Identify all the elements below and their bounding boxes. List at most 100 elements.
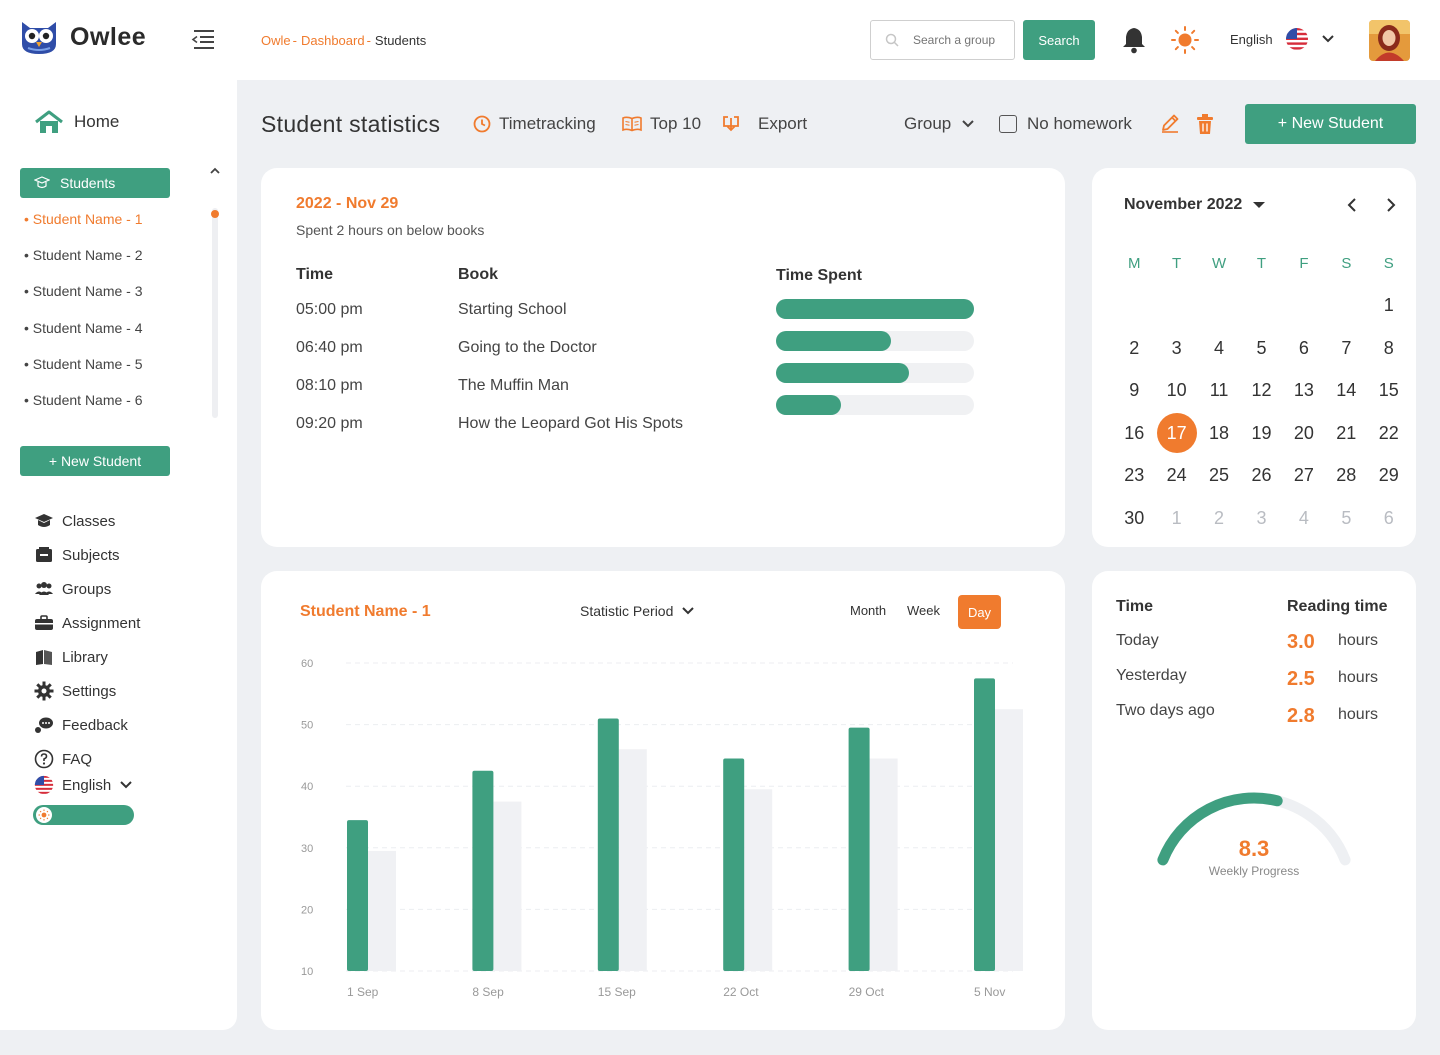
breadcrumb-item[interactable]: Owle xyxy=(261,33,291,48)
chevron-left-icon[interactable] xyxy=(1346,197,1358,218)
calendar-day[interactable]: 3 xyxy=(1256,507,1267,528)
log-date: 2022 - Nov 29 xyxy=(296,195,399,212)
student-list-item[interactable]: Student Name - 2 xyxy=(24,246,143,282)
chevron-down-icon xyxy=(962,120,974,128)
calendar-day[interactable]: 26 xyxy=(1251,465,1272,486)
calendar-day[interactable]: 5 xyxy=(1256,337,1267,358)
timetracking-link[interactable]: Timetracking xyxy=(473,114,596,134)
calendar-day[interactable]: 6 xyxy=(1298,337,1309,358)
scrollbar[interactable] xyxy=(212,208,218,418)
top10-link[interactable]: Top 10 xyxy=(622,114,701,134)
calendar-day[interactable]: 2 xyxy=(1129,337,1140,358)
sidebar-item-settings[interactable]: Settings xyxy=(34,674,140,708)
sidebar-item-students[interactable]: Students xyxy=(20,168,170,198)
export-link[interactable]: Export xyxy=(722,114,807,134)
calendar-day-selected[interactable]: 17 xyxy=(1155,413,1197,454)
sidebar-item-library[interactable]: Library xyxy=(34,640,140,674)
calendar-day[interactable]: 5 xyxy=(1341,507,1352,528)
delete-icon[interactable] xyxy=(1195,113,1215,140)
calendar-day[interactable]: 20 xyxy=(1293,422,1314,443)
sun-icon[interactable] xyxy=(1170,25,1200,60)
calendar-month-dropdown[interactable]: November 2022 xyxy=(1124,196,1266,214)
student-list-item[interactable]: Student Name - 4 xyxy=(24,319,143,355)
calendar-day[interactable]: 13 xyxy=(1293,380,1314,401)
calendar-day[interactable]: 27 xyxy=(1293,465,1314,486)
sidebar-item-label: Assignment xyxy=(62,614,141,632)
top10-label: Top 10 xyxy=(650,114,702,133)
calendar-day[interactable]: 21 xyxy=(1336,422,1357,443)
sidebar-item-classes[interactable]: Classes xyxy=(34,504,140,538)
calendar-day[interactable]: 7 xyxy=(1341,337,1352,358)
calendar-day[interactable]: 4 xyxy=(1214,337,1225,358)
groups-icon xyxy=(34,579,54,599)
student-list-item[interactable]: Student Name - 1 xyxy=(24,210,143,246)
calendar-day[interactable]: 1 xyxy=(1383,295,1394,316)
y-tick-label: 50 xyxy=(301,720,313,732)
sidebar-item-faq[interactable]: FAQ xyxy=(34,742,140,776)
calendar-day[interactable]: 2 xyxy=(1214,507,1225,528)
calendar-day[interactable]: 22 xyxy=(1378,422,1399,443)
period-day-button[interactable]: Day xyxy=(958,595,1001,629)
column-header-time: Time xyxy=(296,266,334,283)
search-button[interactable]: Search xyxy=(1023,20,1095,60)
menu-collapse-icon[interactable] xyxy=(190,28,216,50)
calendar-day[interactable]: 3 xyxy=(1171,337,1182,358)
breadcrumb-item[interactable]: Dashboard xyxy=(300,33,365,48)
sidebar-item-groups[interactable]: Groups xyxy=(34,572,140,606)
calendar-day[interactable]: 29 xyxy=(1378,465,1399,486)
checkbox-box[interactable] xyxy=(999,115,1017,133)
calendar-day[interactable]: 25 xyxy=(1209,465,1230,486)
sidebar-item-assignment[interactable]: Assignment xyxy=(34,606,140,640)
sidebar-item-subjects[interactable]: Subjects xyxy=(34,538,140,572)
calendar-day[interactable]: 28 xyxy=(1336,465,1357,486)
sun-icon xyxy=(36,807,52,823)
scrollbar-thumb[interactable] xyxy=(211,210,219,218)
calendar-day[interactable]: 24 xyxy=(1166,465,1187,486)
calendar-day[interactable]: 9 xyxy=(1129,380,1140,401)
chevron-up-icon[interactable] xyxy=(208,164,222,183)
chevron-down-icon xyxy=(682,607,695,615)
reading-row-label: Today xyxy=(1116,632,1159,649)
calendar-day[interactable]: 12 xyxy=(1251,380,1272,401)
calendar-day[interactable]: 30 xyxy=(1124,507,1145,528)
calendar-day[interactable]: 11 xyxy=(1209,380,1229,401)
student-list-item[interactable]: Student Name - 3 xyxy=(24,282,143,318)
sidebar-new-student-button[interactable]: + New Student xyxy=(20,446,170,476)
x-tick-label: 29 Oct xyxy=(849,985,885,999)
calendar-day[interactable]: 14 xyxy=(1336,380,1357,401)
calendar-day[interactable]: 1 xyxy=(1171,507,1182,528)
avatar[interactable] xyxy=(1369,20,1410,61)
calendar-day[interactable]: 6 xyxy=(1383,507,1394,528)
edit-icon[interactable] xyxy=(1160,113,1180,138)
log-row-book: Starting School xyxy=(458,301,567,318)
search-input[interactable] xyxy=(913,33,1013,47)
log-row-time: 05:00 pm xyxy=(296,301,363,318)
calendar-day[interactable]: 15 xyxy=(1378,380,1399,401)
chevron-right-icon[interactable] xyxy=(1385,197,1397,218)
new-student-button[interactable]: + New Student xyxy=(1245,104,1416,144)
theme-toggle[interactable] xyxy=(33,805,134,825)
student-list-item[interactable]: Student Name - 5 xyxy=(24,355,143,391)
logo[interactable]: Owlee xyxy=(18,18,146,56)
sidebar-item-feedback[interactable]: Feedback xyxy=(34,708,140,742)
statistic-period-dropdown[interactable]: Statistic Period xyxy=(580,603,695,619)
language-selector[interactable]: English xyxy=(1230,27,1335,51)
weekly-progress-gauge xyxy=(1157,792,1351,866)
bell-icon[interactable] xyxy=(1121,26,1147,59)
no-homework-checkbox[interactable]: No homework xyxy=(999,114,1132,134)
group-dropdown[interactable]: Group xyxy=(904,114,975,134)
sidebar-language-selector[interactable]: English xyxy=(34,775,133,795)
search-field[interactable] xyxy=(870,20,1015,60)
sidebar-item-home[interactable]: Home xyxy=(34,110,119,134)
calendar-day[interactable]: 10 xyxy=(1166,380,1187,401)
calendar-day[interactable]: 23 xyxy=(1124,465,1145,486)
calendar-day[interactable]: 19 xyxy=(1251,422,1272,443)
student-list-item[interactable]: Student Name - 6 xyxy=(24,391,143,427)
calendar-day[interactable]: 18 xyxy=(1209,422,1230,443)
calendar-day[interactable]: 8 xyxy=(1383,337,1394,358)
period-month-button[interactable]: Month xyxy=(850,603,887,618)
reading-row-value: 2.8 xyxy=(1287,705,1315,727)
period-week-button[interactable]: Week xyxy=(907,603,940,618)
calendar-day[interactable]: 4 xyxy=(1298,507,1309,528)
calendar-day[interactable]: 16 xyxy=(1124,422,1145,443)
